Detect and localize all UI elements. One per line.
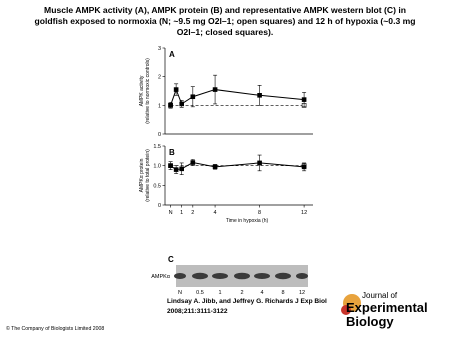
point	[168, 103, 173, 108]
x-tick-label: 12	[301, 210, 307, 216]
point	[257, 160, 262, 166]
point	[173, 87, 179, 92]
citation: 2008;211:3111-3122	[167, 308, 228, 315]
title-line: Muscle AMPK activity (A), AMPK protein (…	[44, 5, 406, 15]
point	[212, 87, 218, 92]
blot-label: AMPKα	[151, 274, 171, 280]
point	[168, 163, 173, 168]
panel-label: A	[169, 50, 175, 59]
y-tick-label: 2	[158, 75, 161, 81]
lane-label: N	[178, 290, 182, 296]
y-axis-label: AMPKα protein	[139, 158, 145, 192]
panel-label: B	[169, 148, 175, 157]
y-tick-label: 1	[158, 103, 161, 109]
point	[301, 164, 307, 170]
x-tick-label: N	[169, 210, 173, 216]
logo-text: Biology	[346, 314, 394, 329]
point	[301, 97, 307, 102]
title-line: O2l–1; closed squares).	[177, 27, 273, 37]
y-axis-label: AMPK activity	[139, 75, 145, 106]
logo-text: Experimental	[346, 300, 428, 315]
y-tick-label: 3	[158, 46, 161, 52]
lane-label: 12	[299, 290, 305, 296]
blot-bands	[174, 272, 308, 280]
point	[190, 94, 196, 100]
y-tick-label: 1.5	[153, 144, 161, 150]
logo: Journal of Experimental Biology	[341, 291, 428, 329]
panel-label: C	[168, 255, 174, 264]
y-axis-label: (relative to normoxic controls)	[145, 58, 151, 124]
point	[179, 166, 184, 172]
point	[212, 164, 218, 170]
title-line: goldfish exposed to normoxia (N; ~9.5 mg…	[34, 16, 415, 26]
lane-label: 4	[260, 290, 263, 296]
x-tick-label: 8	[258, 210, 261, 216]
y-axis-label: (relative to total protein)	[145, 149, 151, 202]
point	[190, 160, 196, 165]
copyright: © The Company of Biologists Limited 2008	[6, 325, 104, 332]
y-tick-label: 0.5	[153, 183, 161, 189]
citation: Lindsay A. Jibb, and Jeffrey G. Richards…	[167, 298, 327, 305]
lane-label: 2	[240, 290, 243, 296]
lane-label: 1	[218, 290, 221, 296]
lane-label: 0.5	[196, 290, 204, 296]
x-axis-label: Time in hypoxia (h)	[226, 218, 269, 224]
lane-label: 8	[281, 290, 284, 296]
x-tick-label: 2	[191, 210, 194, 216]
logo-text: Journal of	[362, 291, 398, 300]
x-tick-label: 1	[180, 210, 183, 216]
x-tick-label: 4	[214, 210, 217, 216]
point	[257, 93, 262, 98]
point	[179, 101, 184, 107]
y-tick-label: 0	[158, 203, 161, 209]
point	[173, 167, 179, 172]
y-tick-label: 0	[158, 132, 161, 138]
y-tick-label: 1.0	[153, 164, 161, 170]
